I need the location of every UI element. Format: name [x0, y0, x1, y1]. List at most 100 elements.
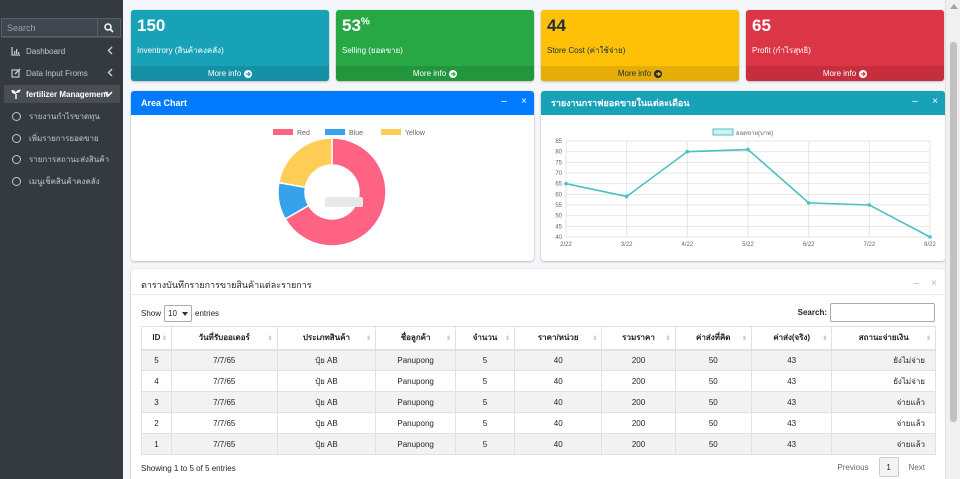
- circle-icon: [12, 176, 21, 186]
- chart-icon: [11, 46, 21, 56]
- sidebar-item-data-input[interactable]: Data Input Froms: [4, 64, 120, 82]
- x-tick-label: 6/22: [803, 242, 815, 248]
- column-header-label: รวมราคา: [622, 333, 655, 343]
- seedling-icon: [11, 89, 21, 99]
- column-header[interactable]: รวมราคา ⬍: [601, 326, 676, 351]
- legend-item: Red: [273, 129, 310, 137]
- legend-item: ยอดขาย(บาท): [712, 128, 773, 137]
- data-point: [624, 194, 629, 199]
- minimize-icon[interactable]: –: [501, 96, 507, 107]
- sort-icon: ⬍: [505, 336, 511, 342]
- minimize-icon[interactable]: –: [913, 278, 920, 289]
- y-tick-label: 65: [555, 182, 562, 188]
- table-cell: 40: [514, 433, 603, 455]
- table-cell: ปุ๋ย AB: [276, 349, 377, 371]
- column-header[interactable]: ค่าส่งที่คิด ⬍: [674, 326, 752, 351]
- table-cell: 5: [455, 370, 516, 392]
- more-info-link[interactable]: More info: [746, 66, 944, 81]
- search-button[interactable]: [97, 18, 121, 37]
- sidebar-subitem-inventory-check[interactable]: เมนูเช็คสินค้าคงคลัง: [4, 172, 120, 190]
- y-tick-label: 50: [555, 214, 562, 220]
- box-value: 65: [752, 16, 771, 35]
- close-icon[interactable]: ×: [931, 278, 937, 289]
- column-header[interactable]: ค่าส่ง(จริง) ⬍: [750, 326, 833, 351]
- table-cell: 1: [141, 433, 172, 455]
- table-cell: 200: [601, 433, 676, 455]
- y-tick-label: 45: [555, 224, 562, 230]
- more-info-link[interactable]: More info: [336, 66, 534, 81]
- profit-box: 65 Profit (กำไรสุทธิ) More info: [746, 10, 944, 81]
- scroll-up-arrow-icon[interactable]: [950, 4, 958, 9]
- sort-icon: ⬍: [161, 336, 167, 342]
- entries-select[interactable]: 10: [164, 305, 193, 322]
- y-tick-label: 70: [555, 171, 562, 177]
- column-header-label: ค่าส่ง(จริง): [773, 333, 811, 343]
- column-header[interactable]: จำนวน ⬍: [455, 326, 516, 351]
- edit-icon: [11, 68, 21, 78]
- y-tick-label: 60: [555, 192, 562, 198]
- pie-slice: [284, 137, 387, 247]
- column-header[interactable]: ราคา/หน่วย ⬍: [514, 326, 603, 351]
- sidebar-subitem-add-sales[interactable]: เพิ่มรายการยอดขาย: [4, 129, 120, 147]
- sort-icon: ⬍: [267, 336, 273, 342]
- table-cell: 50: [674, 412, 752, 434]
- box-value: 44: [547, 16, 566, 35]
- close-icon[interactable]: ×: [932, 96, 938, 107]
- column-header[interactable]: ID ⬍: [141, 326, 172, 351]
- table-cell: ปุ๋ย AB: [276, 412, 377, 434]
- table-row: 2 7/7/65 ปุ๋ย AB Panupong 5 40 200 50 43 จ่ายแล้ว: [141, 412, 936, 434]
- table-cell: 7/7/65: [170, 370, 278, 392]
- table-search: Search:: [798, 303, 935, 322]
- more-info-link[interactable]: More info: [541, 66, 739, 81]
- box-label: Profit (กำไรสุทธิ): [752, 46, 811, 55]
- table-cell: จ่ายแล้ว: [831, 391, 936, 413]
- sort-icon: ⬍: [925, 336, 931, 342]
- minimize-icon[interactable]: –: [912, 96, 918, 107]
- circle-icon: [12, 111, 21, 121]
- column-header-label: ราคา/หน่วย: [537, 333, 579, 343]
- sidebar-subitem-profit-report[interactable]: รายงานกำไรขาดทุน: [4, 107, 120, 125]
- arrow-circle-right-icon: [449, 69, 458, 78]
- arrow-circle-right-icon: [244, 69, 253, 78]
- table-search-input[interactable]: [830, 303, 935, 322]
- column-header-label: ค่าส่งที่คิด: [696, 333, 731, 343]
- sidebar-search-input[interactable]: [1, 18, 97, 37]
- page-scrollbar[interactable]: [945, 0, 960, 479]
- y-tick-label: 55: [555, 203, 562, 209]
- sales-table: ID ⬍ วันที่รับออเดอร์ ⬍ ประเภทสินค้า ⬍ ชื่อลูก…: [141, 326, 936, 455]
- search-icon: [104, 22, 114, 33]
- table-row: 3 7/7/65 ปุ๋ย AB Panupong 5 40 200 50 43 จ่ายแล้ว: [141, 391, 936, 413]
- more-info-link[interactable]: More info: [131, 66, 329, 81]
- table-row: 4 7/7/65 ปุ๋ย AB Panupong 5 40 200 50 43 ยังไม่จ่…: [141, 370, 936, 392]
- table-cell: 7/7/65: [170, 412, 278, 434]
- sidebar-subitem-shipping-status[interactable]: รายการสถานะส่งสินค้า: [4, 150, 120, 168]
- sidebar-item-dashboard[interactable]: Dashboard: [4, 42, 120, 60]
- next-page-button[interactable]: Next: [908, 462, 925, 472]
- sidebar-item-fertilizer[interactable]: fertilizer Management: [4, 85, 120, 103]
- table-cell: 43: [750, 412, 833, 434]
- sidebar-item-label: fertilizer Management: [26, 89, 109, 99]
- table-cell: ปุ๋ย AB: [276, 433, 377, 455]
- column-header[interactable]: สถานะจ่ายเงิน ⬍: [831, 326, 936, 351]
- column-header[interactable]: ชื่อลูกค้า ⬍: [375, 326, 457, 351]
- table-cell: Panupong: [375, 349, 457, 371]
- page-1-button[interactable]: 1: [878, 457, 899, 477]
- sales-table-card: ตารางบันทึกรายการขายสินค้าแต่ละรายการ – …: [131, 269, 945, 479]
- box-label: Selling (ยอดขาย): [342, 46, 403, 55]
- column-header[interactable]: วันที่รับออเดอร์ ⬍: [170, 326, 278, 351]
- column-header[interactable]: ประเภทสินค้า ⬍: [276, 326, 377, 351]
- table-cell: ยังไม่จ่าย: [831, 349, 936, 371]
- table-cell: 43: [750, 349, 833, 371]
- table-cell: 40: [514, 370, 603, 392]
- legend-item: Blue: [325, 129, 363, 137]
- x-tick-label: 4/22: [681, 242, 693, 248]
- box-value: 53%: [342, 16, 370, 35]
- previous-page-button[interactable]: Previous: [837, 462, 869, 472]
- table-cell: จ่ายแล้ว: [831, 433, 936, 455]
- scroll-thumb[interactable]: [950, 42, 957, 422]
- area-chart-card: Area Chart – × Red Blue Yellow: [131, 91, 534, 261]
- table-cell: 3: [141, 391, 172, 413]
- x-tick-label: 7/22: [863, 242, 875, 248]
- close-icon[interactable]: ×: [521, 96, 527, 107]
- circle-icon: [12, 133, 21, 143]
